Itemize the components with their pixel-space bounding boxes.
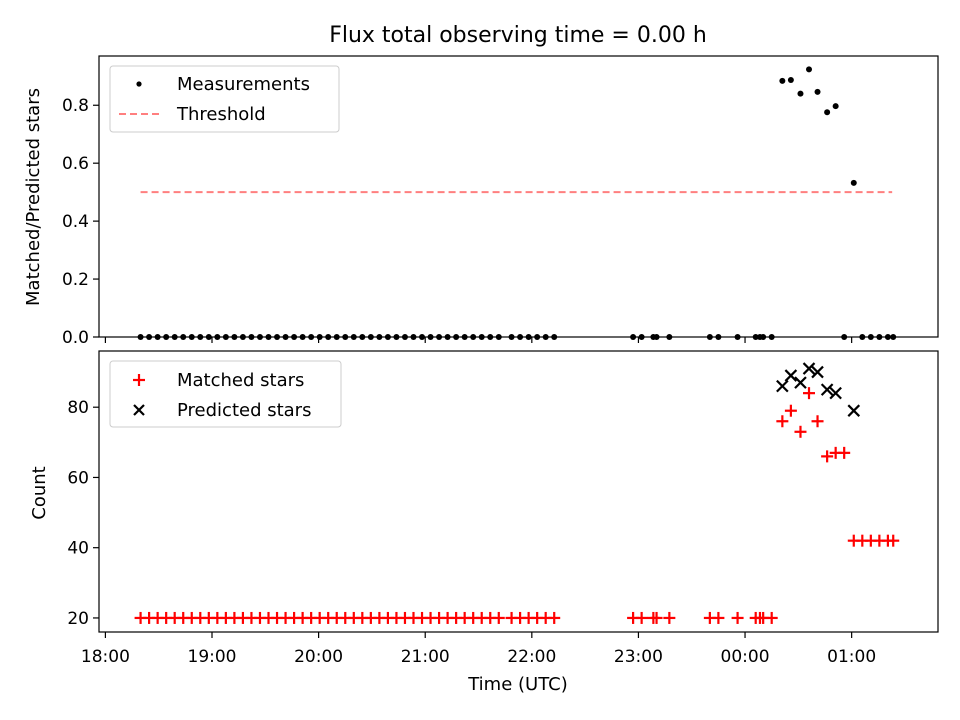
matched-star-point — [821, 450, 834, 463]
matched-star-point — [811, 415, 824, 428]
x-tick-label: 21:00 — [401, 647, 450, 667]
top-y-tick-label: 0.6 — [62, 154, 89, 174]
measurement-point — [787, 77, 794, 84]
bottom-legend: Matched stars Predicted stars — [109, 360, 342, 428]
measurement-point — [850, 179, 857, 186]
predicted-star-point — [847, 404, 861, 417]
matched-star-point — [663, 611, 676, 624]
bottom-y-axis-label: Count — [29, 466, 50, 519]
x-tick-label: 23:00 — [614, 647, 663, 667]
chart-title: Flux total observing time = 0.00 h — [329, 23, 707, 48]
legend-matched-marker — [133, 374, 145, 386]
top-y-ticks: 0.0 0.2 0.4 0.6 0.8 — [62, 96, 99, 348]
legend-predicted-label: Predicted stars — [177, 400, 311, 421]
top-x-ticks — [104, 337, 853, 343]
top-y-tick-label: 0.2 — [62, 270, 89, 290]
matched-stars-series — [134, 387, 900, 624]
predicted-star-point — [802, 362, 816, 375]
bottom-axes: 20 40 60 80 18:00 19:00 20:00 21:00 22:00 23:00 0… — [29, 350, 939, 695]
bottom-y-tick-label: 40 — [67, 539, 89, 559]
top-y-tick-label: 0.0 — [62, 328, 89, 348]
bottom-axes-frame — [98, 350, 939, 633]
predicted-star-point — [820, 383, 834, 396]
legend-threshold-label: Threshold — [176, 104, 266, 125]
matched-star-point — [712, 611, 725, 624]
matched-star-point — [650, 611, 663, 624]
matched-star-point — [731, 611, 744, 624]
matched-star-point — [887, 534, 900, 547]
matched-star-point — [803, 387, 816, 400]
matched-star-point — [635, 611, 648, 624]
matched-star-point — [776, 415, 789, 428]
measurement-point — [806, 66, 813, 73]
predicted-stars-series — [776, 362, 861, 417]
measurement-point — [814, 88, 821, 95]
x-tick-label: 19:00 — [188, 647, 237, 667]
measurement-point — [797, 90, 804, 97]
top-axes-frame — [98, 55, 939, 338]
x-tick-label: 22:00 — [507, 647, 556, 667]
top-legend: Measurements Threshold — [109, 65, 340, 133]
predicted-star-point — [829, 386, 842, 400]
matched-star-point — [548, 611, 561, 624]
x-tick-label: 20:00 — [294, 647, 343, 667]
matched-star-point — [838, 446, 851, 459]
legend-measurements-marker — [136, 81, 142, 87]
top-axes: 0.00.20.40.60.8 Matched/Predicted stars … — [23, 55, 939, 348]
top-y-axis-label: Matched/Predicted stars — [23, 88, 44, 306]
top-y-tick-label: 0.4 — [62, 212, 89, 232]
measurement-point — [832, 103, 839, 110]
top-y-tick-label: 0.8 — [62, 96, 89, 116]
matched-star-point — [794, 425, 807, 438]
bottom-y-tick-label: 20 — [67, 609, 89, 629]
legend-measurements-label: Measurements — [177, 74, 310, 95]
x-tick-label: 18:00 — [81, 647, 130, 667]
predicted-star-point — [811, 365, 824, 379]
predicted-star-point — [794, 376, 807, 389]
bottom-y-tick-label: 60 — [67, 468, 89, 488]
bottom-x-ticks: 18:00 19:00 20:00 21:00 22:00 23:00 00:00 01:00 — [81, 632, 876, 667]
bottom-y-ticks: 20 40 60 80 — [67, 398, 99, 629]
legend-predicted-marker — [133, 404, 145, 416]
measurement-point — [824, 109, 831, 116]
bottom-y-tick-label: 80 — [67, 398, 89, 418]
measurement-point — [779, 77, 786, 84]
legend-matched-label: Matched stars — [177, 370, 304, 391]
x-axis-label: Time (UTC) — [467, 674, 568, 695]
predicted-star-point — [776, 379, 789, 393]
x-tick-label: 01:00 — [827, 647, 876, 667]
matched-star-point — [765, 611, 778, 624]
matched-star-point — [784, 404, 797, 417]
x-tick-label: 00:00 — [721, 647, 770, 667]
predicted-star-point — [784, 369, 798, 382]
matched-star-point — [492, 611, 505, 624]
